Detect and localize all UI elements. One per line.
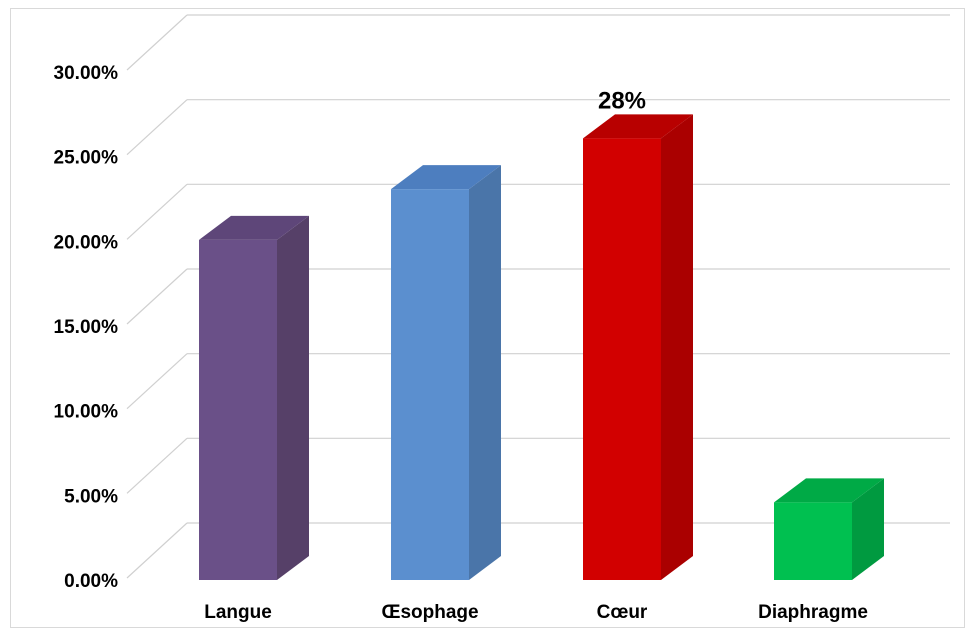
chart-frame bbox=[10, 8, 965, 628]
bar-side bbox=[661, 114, 693, 580]
y-tick-label: 5.00% bbox=[64, 486, 118, 507]
grid-layer bbox=[126, 14, 950, 579]
bar-0 bbox=[199, 215, 309, 580]
y-tick-label: 20.00% bbox=[54, 232, 119, 253]
bars-layer bbox=[199, 114, 884, 581]
x-tick-label: Langue bbox=[204, 602, 272, 623]
gridline-diagonal bbox=[126, 99, 188, 156]
bar-top bbox=[199, 215, 309, 240]
labels-layer: 0.00% 5.00% 10.00% 15.00% 20.00% 25.00% 30.00%… bbox=[54, 63, 868, 623]
bar-2 bbox=[583, 114, 693, 581]
y-tick-label: 10.00% bbox=[54, 402, 119, 423]
bar-1 bbox=[391, 165, 501, 580]
x-tick-label: Cœur bbox=[597, 602, 648, 623]
y-tick-label: 0.00% bbox=[64, 571, 118, 592]
bar-front bbox=[774, 502, 852, 580]
bar-side bbox=[852, 478, 884, 580]
bar-top bbox=[583, 114, 693, 139]
x-tick-label: Diaphragme bbox=[758, 602, 868, 623]
bar-side bbox=[469, 165, 501, 580]
bar-front bbox=[391, 189, 469, 580]
bar-side bbox=[277, 215, 309, 580]
y-tick-label: 30.00% bbox=[54, 63, 119, 84]
x-tick-label: Œsophage bbox=[381, 602, 478, 623]
gridline-diagonal bbox=[126, 522, 188, 579]
data-label: 28% bbox=[598, 87, 646, 114]
bar-front bbox=[583, 138, 661, 581]
gridline-diagonal bbox=[126, 183, 188, 240]
gridline-diagonal bbox=[126, 268, 188, 325]
gridline-diagonal bbox=[126, 14, 188, 71]
bar-front bbox=[199, 239, 277, 580]
bar-top bbox=[391, 165, 501, 190]
y-tick-label: 15.00% bbox=[54, 317, 119, 338]
gridline-diagonal bbox=[126, 437, 188, 494]
y-tick-label: 25.00% bbox=[54, 148, 119, 169]
bar-top bbox=[774, 478, 884, 503]
gridline-diagonal bbox=[126, 353, 188, 410]
bar-3 bbox=[774, 478, 884, 580]
